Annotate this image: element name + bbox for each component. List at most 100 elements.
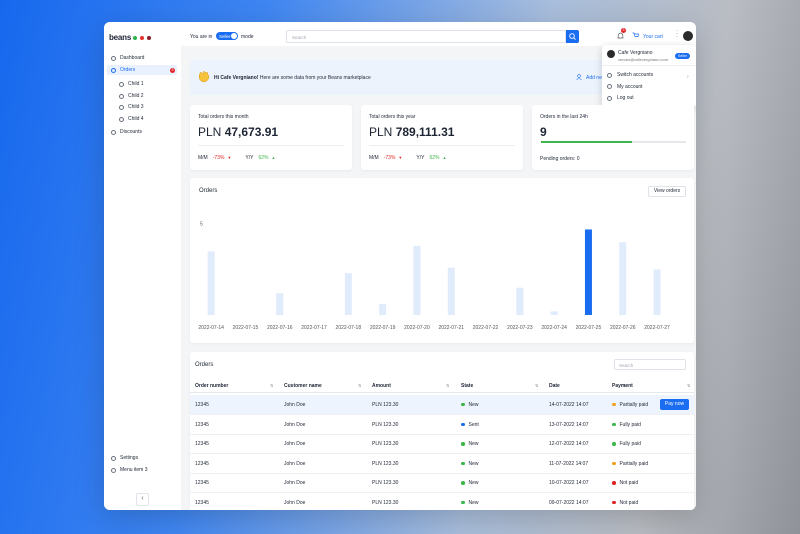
table-cell: Not paid (612, 500, 638, 506)
nav-icon (119, 116, 124, 122)
account-email: vendor@cafevergniano.com (618, 57, 669, 62)
column-header[interactable]: State (461, 383, 474, 389)
table-cell: 12345 (195, 461, 209, 467)
nav-icon (119, 81, 124, 87)
column-header[interactable]: Customer name (284, 383, 322, 389)
mode-toggle[interactable]: Seller (216, 32, 238, 40)
table-cell: PLN 123.30 (372, 500, 398, 506)
logo-dot (133, 36, 137, 40)
column-header[interactable]: Payment (612, 383, 633, 389)
bell-icon[interactable] (616, 31, 625, 41)
account-name: Cafe Vergniano (618, 50, 653, 56)
nav-item[interactable]: Orders 3 (107, 65, 177, 75)
payment-dot (612, 422, 616, 427)
table-search[interactable]: Search (614, 359, 686, 370)
x-tick-label: 2022-07-24 (541, 325, 567, 331)
avatar[interactable] (683, 31, 693, 41)
cell-text: Not paid (619, 500, 639, 506)
nav-item[interactable]: Menu item 3 (107, 465, 177, 475)
more-menu[interactable]: · · · (676, 28, 678, 40)
column-header[interactable]: Date (549, 383, 560, 389)
table-cell: John Doe (284, 461, 305, 467)
cell-text: 12345 (195, 460, 209, 467)
stat-divider (198, 145, 344, 146)
menu-item[interactable]: My account (607, 84, 643, 90)
nav-item[interactable]: Child 2 (107, 91, 177, 101)
table-cell: John Doe (284, 402, 305, 408)
table-row[interactable]: 12345 John Doe PLN 123.30 New 12-07-2022 14:… (190, 434, 694, 455)
search-button[interactable] (566, 30, 579, 43)
bar (344, 273, 352, 315)
table-cell: 11-07-2022 14:07 (549, 461, 588, 467)
state-dot (461, 500, 465, 505)
view-orders-button[interactable]: View orders (648, 186, 686, 197)
mode-prefix: You are in (190, 34, 213, 40)
cell-text: Partially paid (619, 402, 649, 408)
cell-text: John Doe (284, 421, 306, 428)
banner-action[interactable]: Add new (586, 75, 606, 81)
nav-item[interactable]: Discounts (107, 127, 177, 137)
search-input[interactable]: Search (286, 30, 566, 43)
nav-item[interactable]: Child 3 (107, 102, 177, 112)
cell-text: PLN 123.30 (372, 402, 399, 408)
nav-item[interactable]: Child 4 (107, 114, 177, 124)
cell-text: 13-07-2022 14:07 (549, 421, 589, 428)
table-cell: New (461, 441, 479, 447)
menu-item[interactable]: Log out (607, 95, 634, 101)
table-cell: Partially paid (612, 461, 648, 467)
nav-item[interactable]: Settings (107, 453, 177, 463)
trend-arrow: ▲ (271, 155, 276, 160)
nav-label: Settings (120, 455, 139, 461)
nav-item[interactable]: Child 1 (107, 79, 177, 89)
table-row[interactable]: 12345 John Doe PLN 123.30 New 14-07-2022 14:… (190, 395, 694, 415)
toggle-knob (231, 33, 237, 39)
x-tick-label: 2022-07-14 (198, 325, 224, 331)
collapse-button[interactable]: ‹ (136, 493, 149, 506)
sort-icon: ⇅ (358, 383, 362, 388)
column-header[interactable]: Order number (195, 383, 229, 389)
payment-dot (612, 442, 616, 446)
mode-suffix: mode (241, 34, 254, 40)
nav-item[interactable]: Dashboard (107, 53, 177, 63)
logo-dot (140, 36, 144, 40)
nav-icon (119, 93, 124, 99)
nav-label: Orders (120, 67, 136, 73)
cell-text: 10-07-2022 14:07 (549, 480, 589, 487)
cell-text: 09-07-2022 14:07 (549, 500, 589, 506)
cell-text: New (468, 460, 479, 467)
table-row[interactable]: 12345 John Doe PLN 123.30 New 10-07-2022 14:… (190, 473, 694, 494)
table-row[interactable]: 12345 John Doe PLN 123.30 Sent 13-07-2022 14… (190, 415, 694, 435)
table-row[interactable]: 12345 John Doe PLN 123.30 New 11-07-2022 14:… (190, 454, 694, 474)
payment-dot (612, 500, 616, 505)
pay-now-button[interactable]: Pay now (660, 399, 689, 410)
x-tick-label: 2022-07-26 (610, 325, 636, 331)
nav-label: Child 3 (128, 104, 144, 110)
banner-text: Hi Cafe Vergniano! Here are some data fr… (214, 75, 371, 81)
cart-link[interactable]: Your cart (643, 34, 663, 40)
progress-track (541, 141, 686, 143)
bar (584, 229, 592, 315)
cell-text: PLN 123.30 (372, 441, 399, 448)
cell-text: Sent (468, 421, 479, 428)
logo-dot (147, 36, 151, 40)
payment-dot (612, 481, 616, 485)
sort-icon: ⇅ (687, 383, 691, 388)
stat-currency: PLN (369, 125, 393, 139)
menu-item[interactable]: Switch accounts (607, 72, 653, 78)
table-cell: John Doe (284, 441, 305, 447)
stat-value: PLN 789,111.31 (369, 125, 454, 139)
column-header[interactable]: Amount (372, 383, 391, 389)
cell-text: PLN 123.30 (372, 460, 399, 467)
nav-icon (111, 67, 116, 73)
table-cell: 12345 (195, 441, 209, 447)
table-cell: 12345 (195, 480, 209, 486)
app-window: beans ‹ Dashboard Orders 3 Child 1 Child 2 Ch… (104, 22, 696, 510)
bar (207, 251, 215, 315)
stat-footer: Pending orders: 0 (540, 156, 580, 162)
x-tick-label: 2022-07-22 (473, 325, 499, 331)
table-cell: Sent (461, 422, 479, 428)
table-row[interactable]: 12345 John Doe PLN 123.30 New 09-07-2022 14:… (190, 493, 694, 510)
trend-arrow: ▼ (227, 155, 232, 160)
table-cell: John Doe (284, 480, 305, 486)
